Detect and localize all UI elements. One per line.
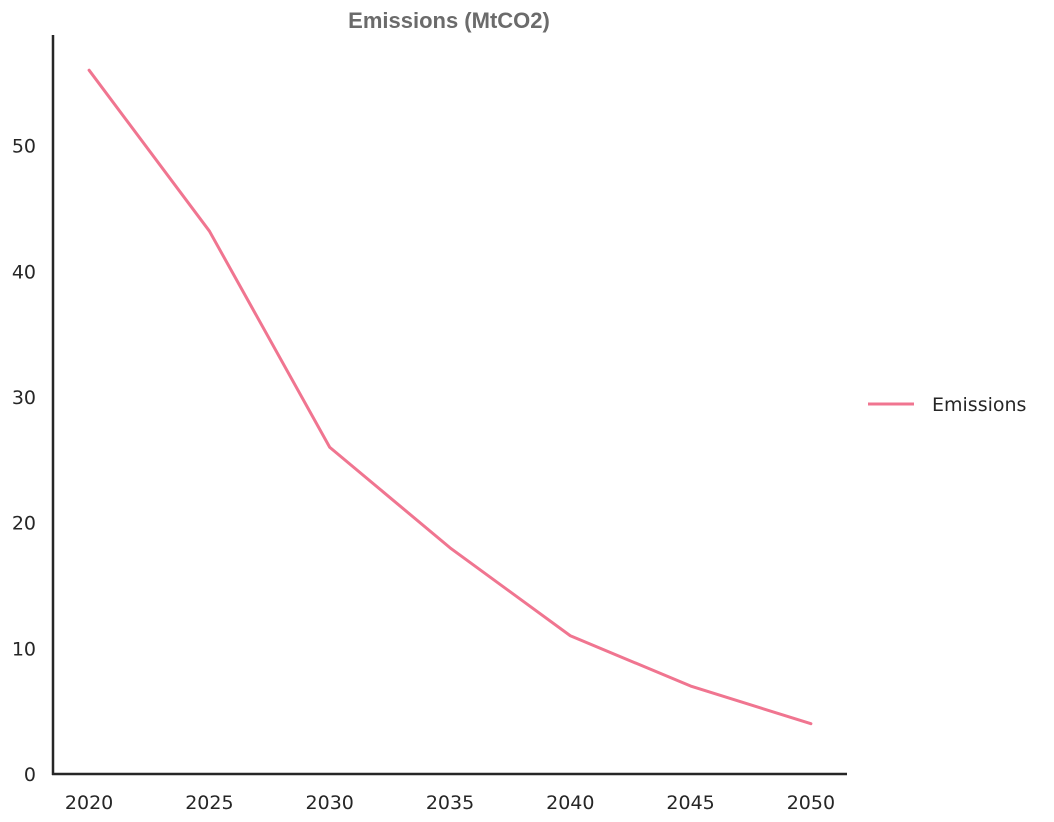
legend: Emissions <box>868 394 1026 416</box>
series-layer <box>87 68 813 726</box>
y-tick-label: 10 <box>12 638 36 660</box>
series-line-emissions <box>87 68 813 726</box>
axes <box>51 35 847 776</box>
y-tick-label: 0 <box>24 764 36 786</box>
x-tick-label: 2045 <box>666 792 714 814</box>
x-tick-label: 2025 <box>185 792 233 814</box>
y-tick-label: 30 <box>12 387 36 409</box>
x-tick-label: 2050 <box>787 792 835 814</box>
x-axis-ticks: 2020 2025 2030 2035 2040 2045 2050 <box>65 792 835 814</box>
x-tick-label: 2030 <box>306 792 354 814</box>
x-tick-label: 2035 <box>426 792 474 814</box>
y-axis-ticks: 0 10 20 30 40 50 <box>12 136 36 786</box>
x-tick-label: 2040 <box>546 792 594 814</box>
y-tick-label: 40 <box>12 261 36 283</box>
y-tick-label: 20 <box>12 513 36 535</box>
y-tick-label: 50 <box>12 136 36 158</box>
x-tick-label: 2020 <box>65 792 113 814</box>
chart-title: Emissions (MtCO2) <box>348 8 550 33</box>
legend-label: Emissions <box>932 394 1026 416</box>
